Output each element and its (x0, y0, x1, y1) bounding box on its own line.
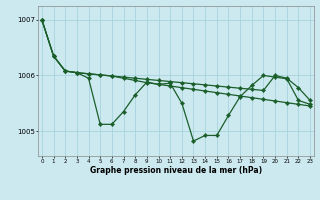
X-axis label: Graphe pression niveau de la mer (hPa): Graphe pression niveau de la mer (hPa) (90, 166, 262, 175)
